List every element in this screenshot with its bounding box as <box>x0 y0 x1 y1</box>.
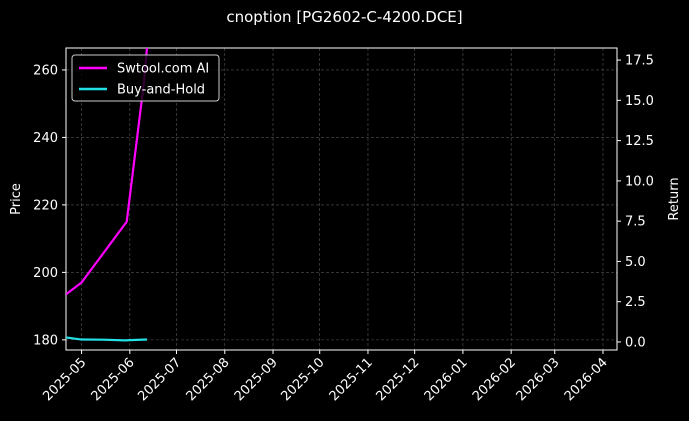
plot-frame <box>65 47 618 351</box>
legend-label: Buy-and-Hold <box>117 83 205 98</box>
y-right-tick-label: 15.0 <box>625 94 654 109</box>
y-axis-right-label: Return <box>667 177 682 220</box>
series-line-2 <box>66 336 147 342</box>
y-right-tick-label: 5.0 <box>625 255 646 270</box>
legend: Swtool.com AI Buy-and-Hold <box>71 54 220 102</box>
y-right-tick-label: 10.0 <box>625 174 654 189</box>
y-left-tick-label: 180 <box>33 333 58 348</box>
y-axis-left-label: Price <box>9 183 24 215</box>
y-left-tick-label: 260 <box>33 63 58 78</box>
y-left-tick-label: 200 <box>33 266 58 281</box>
y-right-tick-label: 12.5 <box>625 134 654 149</box>
chart-title: cnoption [PG2602-C-4200.DCE] <box>226 8 462 26</box>
y-right-tick-label: 17.5 <box>625 54 654 69</box>
y-right-tick-label: 7.5 <box>625 215 646 230</box>
legend-box <box>71 54 220 102</box>
y-right-tick-label: 0.0 <box>625 335 646 350</box>
y-right-tick-label: 2.5 <box>625 295 646 310</box>
y-left-tick-label: 220 <box>33 198 58 213</box>
legend-label: Swtool.com AI <box>117 62 209 77</box>
y-left-tick-label: 240 <box>33 131 58 146</box>
